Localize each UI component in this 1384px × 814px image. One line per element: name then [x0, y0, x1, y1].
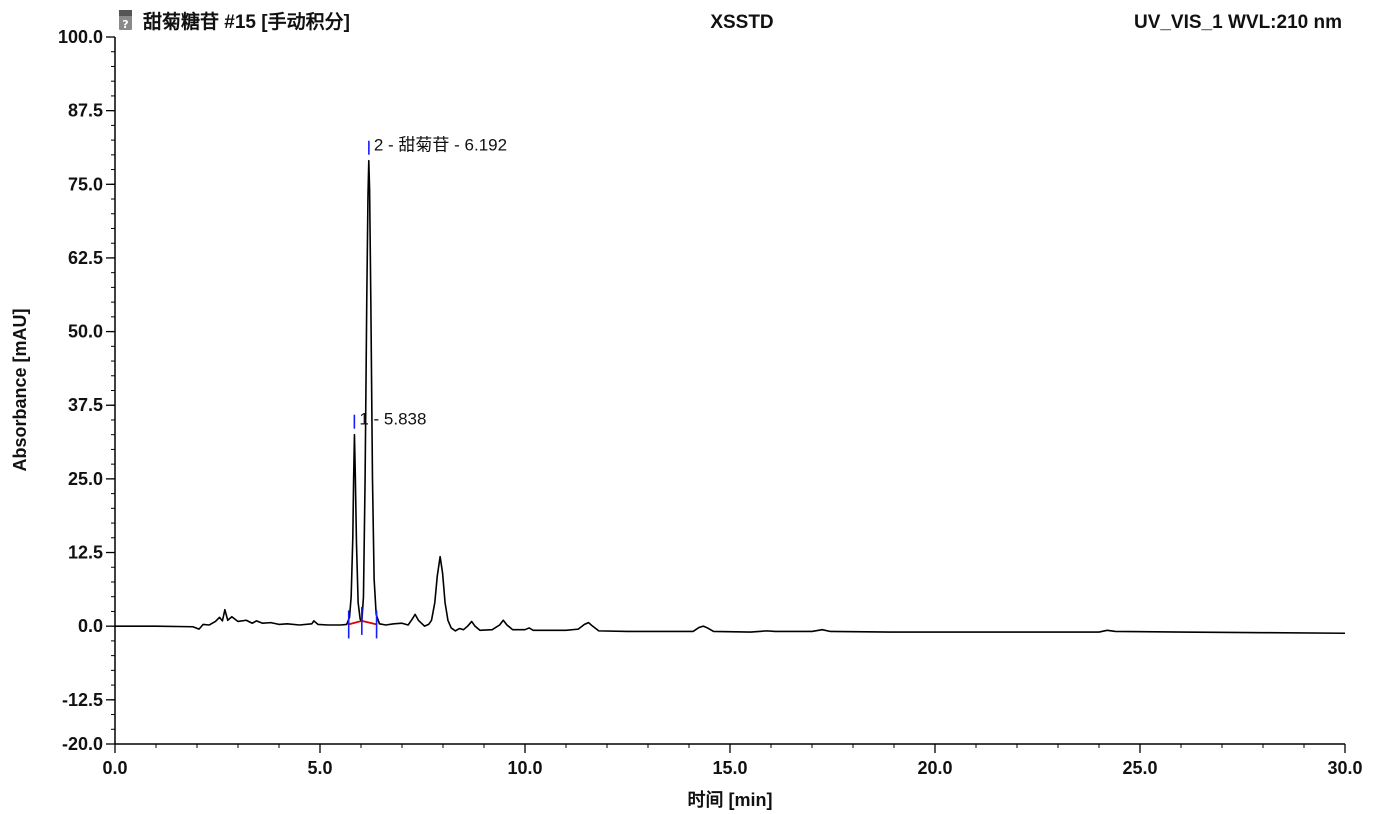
integration-baseline [348, 619, 363, 626]
header-bar: ? 甜菊糖苷 #15 [手动积分] XSSTD UV_VIS_1 WVL:210… [119, 10, 1342, 33]
y-tick-label: 62.5 [68, 248, 103, 268]
x-tick-label: 5.0 [307, 758, 332, 778]
y-tick-label: 50.0 [68, 322, 103, 342]
y-tick-label: -12.5 [62, 690, 103, 710]
x-tick-label: 30.0 [1327, 758, 1362, 778]
sample-title: 甜菊糖苷 #15 [手动积分] [143, 10, 350, 33]
peak-label: 2 - 甜菊苷 - 6.192 [374, 136, 507, 155]
y-tick-label: 75.0 [68, 174, 103, 194]
y-tick-label: 12.5 [68, 543, 103, 563]
x-tick-label: 15.0 [712, 758, 747, 778]
chromatogram-trace [115, 159, 1346, 635]
x-tick-label: 10.0 [507, 758, 542, 778]
sequence-name: XSSTD [710, 12, 773, 33]
peak-labels: 1 - 5.838 2 - 甜菊苷 - 6.192 [353, 136, 507, 429]
y-tick-label: 100.0 [58, 27, 103, 47]
y-tick-label: 0.0 [78, 616, 103, 636]
peak-boundary-markers [347, 606, 378, 639]
svg-text:?: ? [122, 18, 128, 31]
x-tick-label: 25.0 [1122, 758, 1157, 778]
plot-frame [114, 37, 1345, 745]
x-axis-ticks: 0.0 5.0 10.0 15.0 20.0 25.0 30.0 [102, 744, 1363, 778]
x-tick-label: 20.0 [917, 758, 952, 778]
y-axis-ticks: 100.0 87.5 75.0 62.5 50.0 37.5 25.0 12.5 0.0 -12.… [58, 27, 115, 754]
peak-label: 1 - 5.838 [359, 410, 426, 429]
y-axis-title: Absorbance [mAU] [10, 308, 30, 471]
y-tick-label: -20.0 [62, 734, 103, 754]
integration-baseline [361, 619, 377, 626]
y-tick-label: 25.0 [68, 469, 103, 489]
channel-label: UV_VIS_1 WVL:210 nm [1134, 12, 1342, 33]
integration-baselines [348, 619, 377, 626]
x-tick-label: 0.0 [102, 758, 127, 778]
y-tick-label: 87.5 [68, 101, 103, 121]
question-document-icon: ? [119, 10, 132, 31]
x-axis-title: 时间 [min] [688, 790, 773, 810]
y-tick-label: 37.5 [68, 395, 103, 415]
